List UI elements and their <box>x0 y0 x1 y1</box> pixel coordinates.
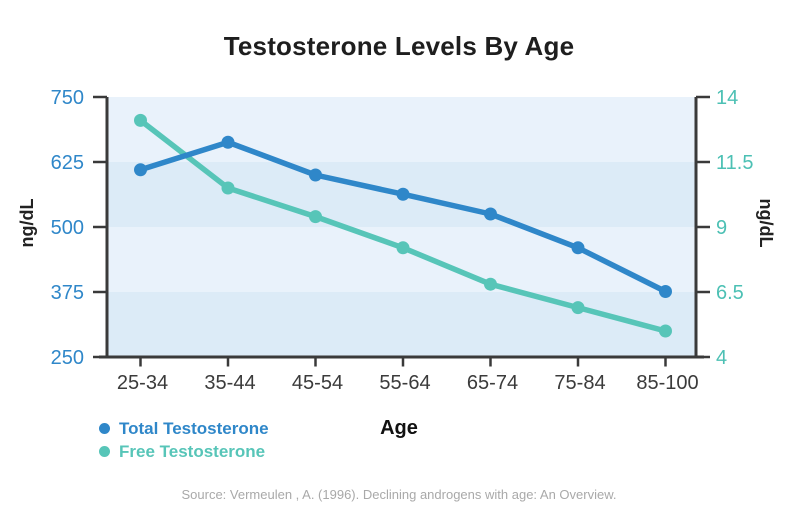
legend-marker-dot-icon <box>99 446 110 457</box>
data-point-total-testosterone[interactable] <box>659 284 672 298</box>
chart-legend: Total Testosterone Free Testosterone <box>99 417 269 463</box>
y-left-tick-label: 250 <box>51 347 84 369</box>
y-left-tick-label: 500 <box>51 217 84 239</box>
legend-item-total-testosterone[interactable]: Total Testosterone <box>99 417 269 440</box>
plot-band <box>107 227 696 292</box>
chart-title: Testosterone Levels By Age <box>223 31 575 61</box>
data-point-free-testosterone[interactable] <box>484 277 497 291</box>
y-left-tick-label: 375 <box>51 282 84 304</box>
x-tick-label: 45-54 <box>292 372 343 394</box>
legend-marker-dot-icon <box>99 423 110 434</box>
x-tick-label: 55-64 <box>379 372 430 394</box>
y-left-tick-label: 625 <box>51 152 84 174</box>
data-point-total-testosterone[interactable] <box>221 135 235 149</box>
plot-band <box>107 292 696 357</box>
y-right-tick-label: 9 <box>716 217 727 239</box>
data-point-total-testosterone[interactable] <box>571 241 585 255</box>
y-right-tick-label: 4 <box>716 347 727 369</box>
data-point-free-testosterone[interactable] <box>659 324 672 338</box>
x-tick-label: 25-34 <box>117 372 168 394</box>
data-point-total-testosterone[interactable] <box>484 207 497 221</box>
x-tick-label: 85-100 <box>636 372 698 394</box>
x-tick-label: 75-84 <box>554 372 605 394</box>
y-right-tick-label: 14 <box>716 87 738 109</box>
y-right-tick-label: 6.5 <box>716 282 744 304</box>
data-point-total-testosterone[interactable] <box>396 187 410 201</box>
x-tick-label: 35-44 <box>204 372 255 394</box>
legend-item-label: Total Testosterone <box>119 418 269 438</box>
data-point-free-testosterone[interactable] <box>134 113 147 127</box>
data-point-total-testosterone[interactable] <box>134 163 147 177</box>
y-axis-right-title: ng/dL <box>756 198 776 248</box>
y-axis-left-title: ng/dL <box>17 198 37 248</box>
x-axis-title: Age <box>380 417 418 439</box>
x-tick-label: 65-74 <box>467 372 518 394</box>
data-point-free-testosterone[interactable] <box>221 181 235 195</box>
legend-item-label: Free Testosterone <box>119 441 266 461</box>
data-point-total-testosterone[interactable] <box>309 168 322 182</box>
data-point-free-testosterone[interactable] <box>396 241 410 255</box>
y-right-tick-label: 11.5 <box>716 152 753 174</box>
y-left-tick-label: 750 <box>51 87 84 109</box>
legend-item-free-testosterone[interactable]: Free Testosterone <box>99 440 269 463</box>
data-point-free-testosterone[interactable] <box>309 210 322 224</box>
data-point-free-testosterone[interactable] <box>571 301 585 315</box>
source-citation: Source: Vermeulen , A. (1996). Declining… <box>181 487 617 502</box>
